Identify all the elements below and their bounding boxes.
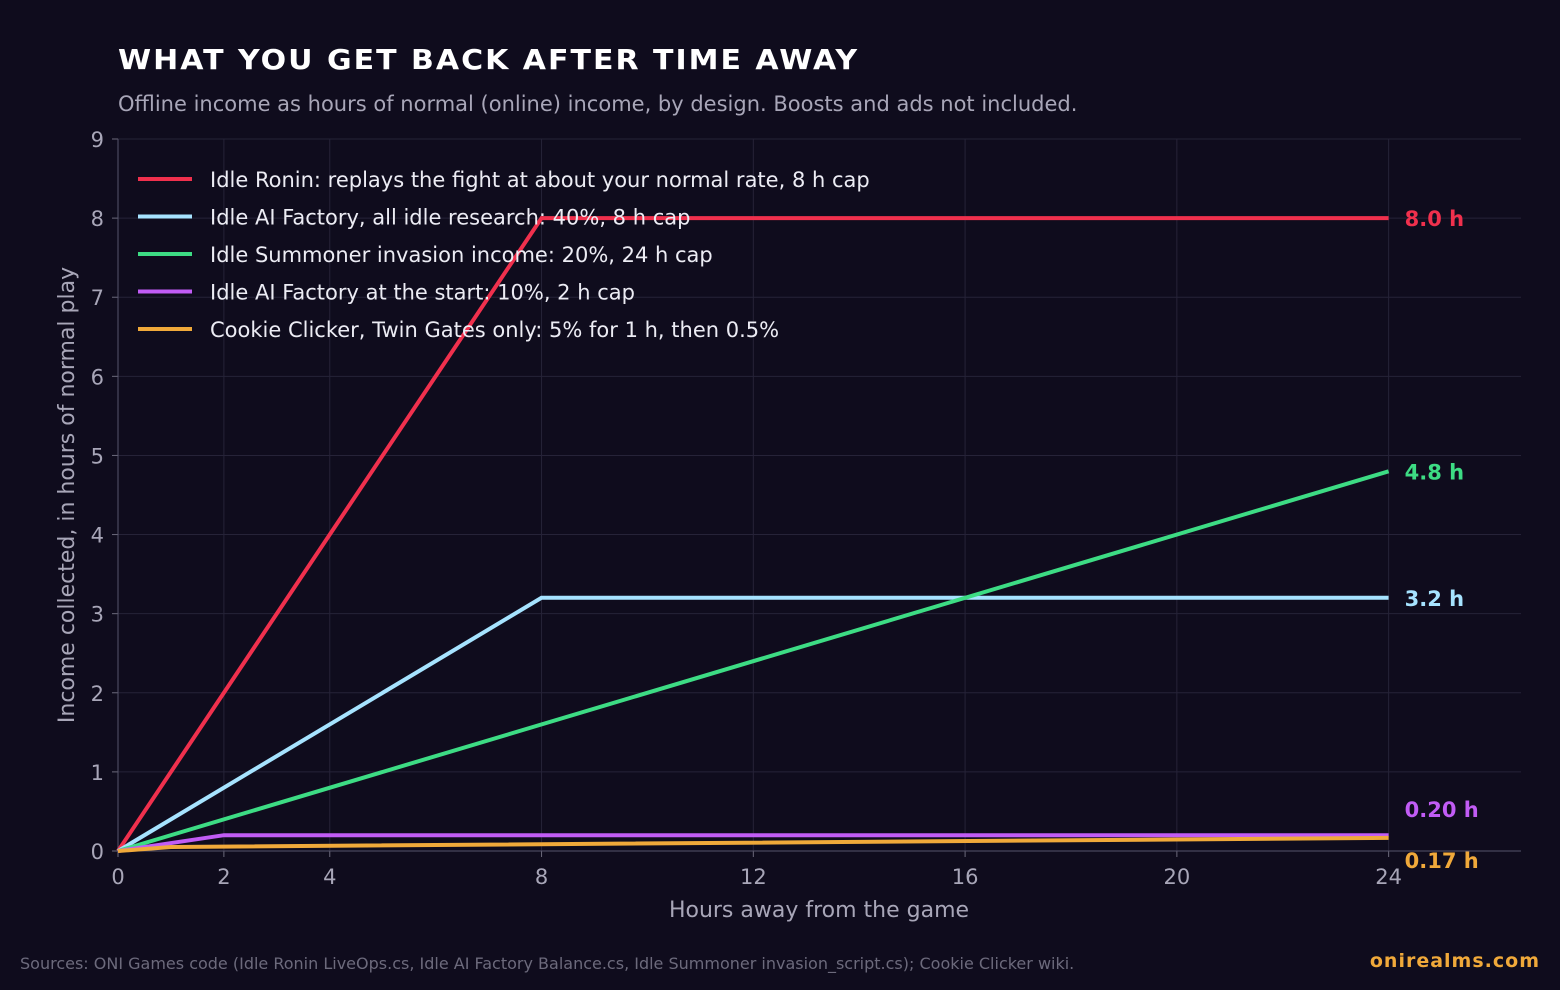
y-tick-label: 0 xyxy=(91,840,104,864)
legend-entry: Idle AI Factory, all idle research: 40%,… xyxy=(210,206,690,230)
y-tick-label: 8 xyxy=(91,207,104,231)
y-tick-label: 7 xyxy=(91,286,104,310)
y-tick-label: 3 xyxy=(91,603,104,627)
legend-entry: Idle AI Factory at the start: 10%, 2 h c… xyxy=(210,281,635,305)
series-end-label: 3.2 h xyxy=(1405,587,1464,611)
series-line xyxy=(117,835,1389,853)
series-line xyxy=(117,469,1390,853)
x-axis-label: Hours away from the game xyxy=(669,898,969,923)
series-end-label: 0.20 h xyxy=(1405,798,1479,822)
footer-brand: onirealms.com xyxy=(1369,950,1540,972)
chart-title: WHAT YOU GET BACK AFTER TIME AWAY xyxy=(118,44,860,77)
legend: Idle Ronin: replays the fight at about y… xyxy=(138,168,870,342)
y-tick-label: 6 xyxy=(91,365,104,389)
y-tick-label: 2 xyxy=(91,682,104,706)
footer-source: Sources: ONI Games code (Idle Ronin Live… xyxy=(20,954,1075,973)
grid-lines xyxy=(117,138,1521,852)
legend-entry: Cookie Clicker, Twin Gates only: 5% for … xyxy=(210,318,779,342)
x-tick-label: 0 xyxy=(111,865,124,889)
axes xyxy=(112,138,1521,857)
x-tick-label: 20 xyxy=(1164,865,1191,889)
series-end-label: 4.8 h xyxy=(1405,460,1464,484)
series-lines xyxy=(116,216,1390,853)
y-tick-label: 9 xyxy=(91,128,104,152)
end-labels: 8.0 h 3.2 h 4.8 h 0.20 h 0.17 h xyxy=(1405,207,1479,873)
x-tick-label: 12 xyxy=(740,865,767,889)
x-tick-label: 16 xyxy=(952,865,979,889)
x-tick-label: 8 xyxy=(535,865,548,889)
series-end-label: 0.17 h xyxy=(1405,849,1479,873)
legend-entry: Idle Summoner invasion income: 20%, 24 h… xyxy=(210,243,713,267)
y-tick-label: 4 xyxy=(91,524,104,548)
series-line xyxy=(116,216,1389,853)
y-tick-label: 5 xyxy=(91,444,104,468)
y-axis-label: Income collected, in hours of normal pla… xyxy=(55,267,80,723)
series-end-label: 8.0 h xyxy=(1405,207,1464,231)
legend-entry: Idle Ronin: replays the fight at about y… xyxy=(210,168,870,192)
y-tick-label: 1 xyxy=(91,761,104,785)
series-line xyxy=(116,595,1389,853)
chart-subtitle: Offline income as hours of normal (onlin… xyxy=(118,92,1078,116)
x-tick-label: 24 xyxy=(1375,865,1402,889)
x-tick-label: 4 xyxy=(323,865,336,889)
series-line xyxy=(117,833,1389,853)
x-tick-label: 2 xyxy=(217,865,230,889)
